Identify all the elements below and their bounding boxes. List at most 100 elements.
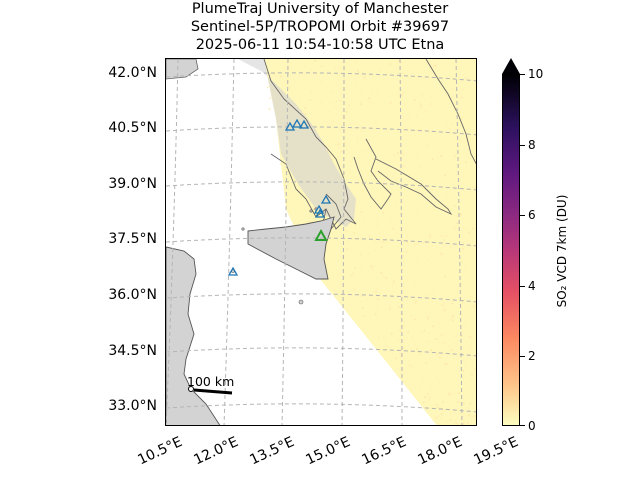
swath-pixel: [329, 99, 332, 102]
swath-pixel: [416, 348, 418, 350]
map-panel[interactable]: [165, 58, 477, 426]
lon-tick-label: 10.5°E: [135, 434, 185, 469]
swath-pixel: [397, 151, 399, 154]
swath-pixel: [460, 283, 462, 285]
swath-pixel: [427, 341, 430, 343]
swath-pixel: [424, 263, 426, 265]
swath-pixel: [309, 99, 311, 101]
swath-pixel: [450, 332, 453, 334]
swath-pixel: [419, 166, 422, 169]
colorbar-tick-label: 6: [528, 208, 536, 222]
swath-pixel: [373, 260, 375, 262]
swath-pixel: [461, 96, 463, 99]
volcano-marker-etna[interactable]: [314, 228, 328, 241]
swath-pixel: [337, 274, 339, 277]
volcano-marker[interactable]: [284, 121, 296, 131]
swath-pixel: [447, 204, 449, 207]
swath-pixel: [460, 141, 462, 143]
swath-pixel: [354, 61, 356, 64]
swath-pixel: [412, 145, 415, 147]
swath-pixel: [289, 87, 291, 89]
swath-pixel: [476, 321, 477, 323]
swath-pixel: [449, 245, 452, 248]
swath-pixel: [388, 306, 391, 308]
swath-pixel: [356, 141, 358, 143]
swath-pixel: [429, 235, 431, 238]
swath-pixel: [414, 318, 416, 321]
swath-pixel: [402, 153, 404, 155]
swath-pixel: [367, 99, 369, 101]
swath-pixel: [408, 295, 410, 298]
swath-pixel: [436, 353, 439, 355]
swath-pixel: [351, 274, 353, 276]
gulf-taranto-coast: [353, 138, 392, 210]
balkans-coastline: [425, 59, 476, 165]
swath-pixel: [425, 110, 427, 112]
swath-pixel: [389, 102, 392, 104]
swath-pixel: [437, 382, 440, 384]
swath-pixel: [380, 246, 383, 249]
swath-pixel: [443, 239, 445, 241]
swath-pixel: [407, 128, 409, 131]
land-sicily: [247, 216, 335, 280]
swath-pixel: [455, 226, 457, 229]
swath-pixel: [354, 84, 357, 86]
swath-pixel: [341, 255, 344, 258]
swath-pixel: [449, 127, 451, 130]
swath-pixel: [468, 231, 471, 233]
swath-pixel: [425, 408, 428, 411]
swath-pixel: [423, 397, 426, 399]
swath-pixel: [374, 249, 376, 252]
swath-pixel: [373, 239, 376, 242]
swath-pixel: [453, 342, 456, 344]
swath-pixel: [391, 93, 393, 96]
volcano-marker[interactable]: [320, 194, 332, 204]
swath-pixel: [379, 241, 382, 244]
scale-bar-label: 100 km: [187, 374, 235, 389]
swath-pixel: [473, 60, 475, 62]
swath-pixel: [453, 412, 456, 414]
swath-pixel: [303, 114, 306, 116]
swath-pixel: [391, 142, 393, 144]
swath-pixel: [463, 375, 465, 377]
swath-pixel: [300, 90, 303, 92]
swath-pixel: [349, 160, 352, 163]
swath-pixel: [320, 79, 322, 82]
swath-pixel: [462, 248, 464, 250]
swath-pixel: [451, 302, 454, 305]
lon-tick-label: 19.5°E: [471, 434, 521, 469]
volcano-marker[interactable]: [227, 266, 239, 276]
swath-pixel: [442, 342, 444, 344]
volcano-marker[interactable]: [291, 118, 303, 128]
swath-pixel: [444, 309, 446, 311]
swath-pixel: [442, 67, 444, 69]
volcano-marker[interactable]: [298, 119, 310, 129]
lat-tick-label: 40.5°N: [108, 120, 157, 136]
title-line-3: 2025-06-11 10:54-10:58 UTC Etna: [195, 37, 445, 53]
swath-pixel: [385, 337, 388, 339]
swath-pixel: [440, 334, 442, 336]
swath-pixel: [465, 364, 467, 367]
swath-pixel: [366, 299, 369, 301]
swath-pixel: [469, 308, 471, 310]
swath-pixel: [450, 316, 453, 319]
swath-pixel: [463, 423, 466, 425]
swath-pixel: [345, 230, 347, 232]
swath-pixel: [394, 203, 397, 206]
swath-pixel: [446, 234, 449, 237]
swath-pixel: [431, 95, 433, 97]
swath-pixel: [440, 155, 442, 157]
swath-pixel: [399, 353, 401, 355]
swath-pixel: [476, 247, 477, 249]
swath-pixel: [452, 315, 454, 317]
volcano-marker[interactable]: [314, 208, 326, 218]
colorbar-tick: [520, 145, 525, 146]
swath-pixel: [457, 339, 459, 342]
colorbar-tick-label: 8: [528, 138, 536, 152]
swath-pixel: [319, 102, 322, 105]
lon-tick-label: 13.5°E: [247, 434, 297, 469]
swath-pixel: [390, 332, 393, 335]
swath-pixel: [360, 130, 362, 132]
colorbar-tick: [520, 425, 525, 426]
swath-pixel: [436, 406, 439, 409]
